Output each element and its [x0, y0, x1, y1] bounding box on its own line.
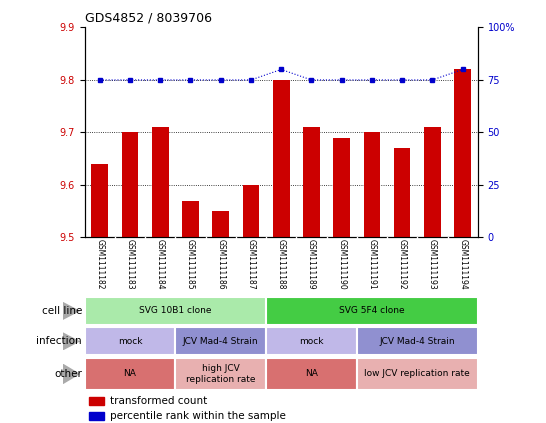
Bar: [91, 164, 108, 237]
Text: GSM1111187: GSM1111187: [246, 239, 256, 290]
Bar: [242, 185, 259, 237]
Text: high JCV
replication rate: high JCV replication rate: [186, 364, 256, 384]
Text: NA: NA: [305, 369, 318, 379]
Bar: [175, 358, 266, 390]
Text: GSM1111193: GSM1111193: [428, 239, 437, 290]
Text: GSM1111191: GSM1111191: [367, 239, 376, 290]
Bar: [273, 80, 289, 237]
Text: transformed count: transformed count: [110, 396, 207, 406]
Bar: [122, 132, 138, 237]
Text: SVG 10B1 clone: SVG 10B1 clone: [139, 306, 212, 316]
Bar: [357, 358, 478, 390]
Polygon shape: [63, 363, 80, 385]
Text: mock: mock: [299, 337, 324, 346]
Bar: [303, 127, 320, 237]
Text: JCV Mad-4 Strain: JCV Mad-4 Strain: [183, 337, 258, 346]
Bar: [88, 412, 104, 420]
Text: GSM1111194: GSM1111194: [458, 239, 467, 290]
Bar: [266, 358, 357, 390]
Text: NA: NA: [123, 369, 136, 379]
Bar: [85, 358, 175, 390]
Bar: [424, 127, 441, 237]
Bar: [88, 397, 104, 404]
Text: mock: mock: [118, 337, 143, 346]
Polygon shape: [63, 302, 80, 320]
Bar: [266, 327, 357, 355]
Bar: [334, 137, 350, 237]
Bar: [85, 297, 266, 325]
Text: SVG 5F4 clone: SVG 5F4 clone: [339, 306, 405, 316]
Bar: [266, 297, 478, 325]
Bar: [182, 201, 199, 237]
Text: GSM1111188: GSM1111188: [277, 239, 286, 290]
Bar: [85, 327, 175, 355]
Bar: [212, 211, 229, 237]
Text: percentile rank within the sample: percentile rank within the sample: [110, 411, 286, 421]
Text: GSM1111186: GSM1111186: [216, 239, 225, 290]
Text: infection: infection: [36, 336, 82, 346]
Bar: [175, 327, 266, 355]
Bar: [357, 327, 478, 355]
Bar: [364, 132, 380, 237]
Text: cell line: cell line: [41, 306, 82, 316]
Bar: [394, 148, 411, 237]
Polygon shape: [63, 332, 80, 351]
Text: GSM1111182: GSM1111182: [95, 239, 104, 290]
Text: GSM1111184: GSM1111184: [156, 239, 165, 290]
Text: JCV Mad-4 Strain: JCV Mad-4 Strain: [379, 337, 455, 346]
Text: GSM1111183: GSM1111183: [126, 239, 134, 290]
Text: other: other: [54, 369, 82, 379]
Text: GSM1111185: GSM1111185: [186, 239, 195, 290]
Text: GSM1111192: GSM1111192: [397, 239, 407, 290]
Text: GSM1111189: GSM1111189: [307, 239, 316, 290]
Text: low JCV replication rate: low JCV replication rate: [364, 369, 470, 379]
Text: GDS4852 / 8039706: GDS4852 / 8039706: [85, 12, 212, 25]
Bar: [152, 127, 169, 237]
Text: GSM1111190: GSM1111190: [337, 239, 346, 290]
Bar: [454, 69, 471, 237]
